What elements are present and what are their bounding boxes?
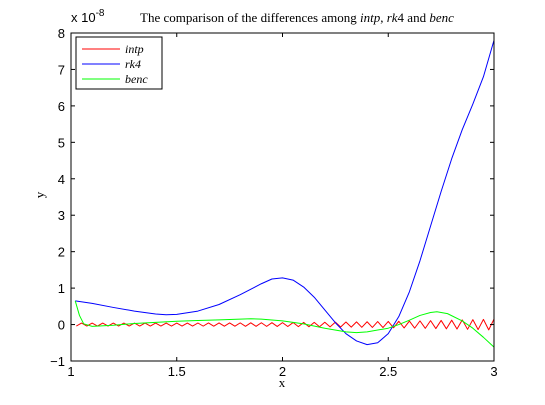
legend-label-rk4: rk4 [125,57,141,71]
x-tick-label: 3 [490,364,497,379]
y-tick-label: 3 [58,208,65,223]
series-layer [74,40,495,348]
legend: intp rk4 benc [75,36,163,90]
y-tick-label: −1 [50,354,65,369]
chart-title-sep1: , [380,10,387,25]
chart-title-rk: rk [387,10,398,25]
y-tick-label: 8 [58,26,65,41]
chart-title-intp: intp [360,10,381,25]
chart-title: The comparison of the differences among … [140,10,454,25]
exponent-power: -8 [96,8,105,19]
plot-area: 1 1.5 2 2.5 3 −1 0 1 2 3 4 5 6 7 8 [50,26,497,379]
y-tick-label: 2 [58,245,65,260]
x-tick-label: 1 [67,364,74,379]
x-axis-label: x [279,375,286,390]
x-tick-label: 1.5 [168,364,186,379]
legend-label-benc: benc [125,72,148,86]
y-tick-label: 1 [58,281,65,296]
y-tick-label: 4 [58,172,65,187]
x-tick-label: 2.5 [379,364,397,379]
y-tick-label: 5 [58,135,65,150]
legend-box [75,36,163,90]
x-tick-label: 2 [279,364,286,379]
exponent-base: x 10 [71,10,96,25]
chart-title-rk-digit: 4 [398,10,405,25]
chart-title-sep2: and [404,10,429,25]
y-tick-label: 7 [58,62,65,77]
y-axis-label: y [32,191,47,198]
chart-title-prefix: The comparison of the differences among [140,10,360,25]
series-line-rk4 [75,40,495,346]
series-line-intp [76,318,495,331]
ticks-layer: 1 1.5 2 2.5 3 −1 0 1 2 3 4 5 6 7 8 [50,26,497,379]
exponent-label: x 10-8 [71,8,105,25]
series-line-benc [74,300,495,348]
y-tick-label: 6 [58,99,65,114]
y-tick-label: 0 [58,318,65,333]
legend-label-intp: intp [125,42,144,56]
chart-title-benc: benc [429,10,454,25]
